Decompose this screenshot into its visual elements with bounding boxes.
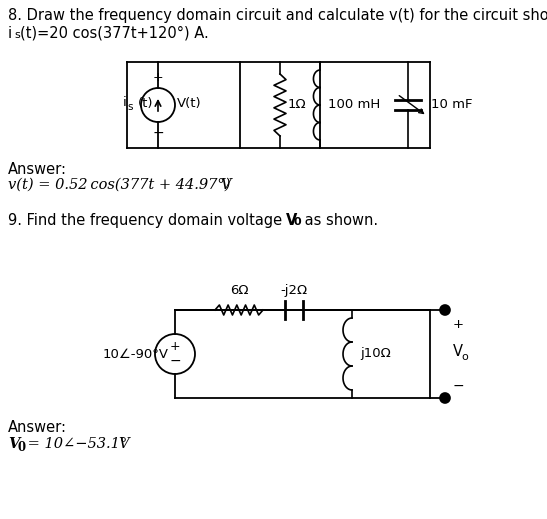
Text: 1Ω: 1Ω [288, 99, 307, 112]
Text: Answer:: Answer: [8, 162, 67, 177]
Circle shape [440, 393, 450, 403]
Text: 6Ω: 6Ω [230, 284, 248, 297]
Text: +: + [453, 318, 464, 331]
Text: V: V [8, 437, 19, 451]
Text: 100 mH: 100 mH [328, 99, 380, 112]
Text: 10∠-90°V: 10∠-90°V [103, 348, 169, 361]
Text: i: i [122, 97, 126, 110]
Text: −: − [453, 379, 464, 393]
Text: −: − [152, 126, 164, 140]
Text: as shown.: as shown. [300, 213, 378, 228]
Text: s: s [15, 30, 20, 39]
Text: +: + [170, 340, 181, 353]
Text: V: V [286, 213, 298, 228]
Text: i: i [8, 26, 12, 41]
Text: j10Ω: j10Ω [360, 348, 391, 361]
Text: = 10∠−53.1°: = 10∠−53.1° [23, 437, 127, 451]
Text: V(t): V(t) [177, 97, 202, 110]
Text: −: − [169, 354, 181, 368]
Text: V: V [220, 178, 231, 192]
Text: o: o [461, 352, 468, 362]
Text: 9. Find the frequency domain voltage: 9. Find the frequency domain voltage [8, 213, 287, 228]
Text: (t)=20 cos(377t+120°) A.: (t)=20 cos(377t+120°) A. [20, 26, 209, 41]
Text: 10 mF: 10 mF [431, 99, 473, 112]
Text: s: s [127, 102, 133, 112]
Text: -j2Ω: -j2Ω [281, 284, 307, 297]
Text: (t): (t) [138, 97, 154, 110]
Text: +: + [153, 71, 164, 84]
Circle shape [440, 305, 450, 315]
Text: V: V [453, 345, 463, 360]
Text: V: V [118, 437, 129, 451]
Text: v(t) = 0.52 cos(377t + 44.97°): v(t) = 0.52 cos(377t + 44.97°) [8, 178, 230, 192]
Text: 0: 0 [293, 217, 301, 227]
Text: 8. Draw the frequency domain circuit and calculate v(t) for the circuit shown if: 8. Draw the frequency domain circuit and… [8, 8, 547, 23]
Text: Answer:: Answer: [8, 420, 67, 435]
Text: 0: 0 [17, 441, 25, 454]
